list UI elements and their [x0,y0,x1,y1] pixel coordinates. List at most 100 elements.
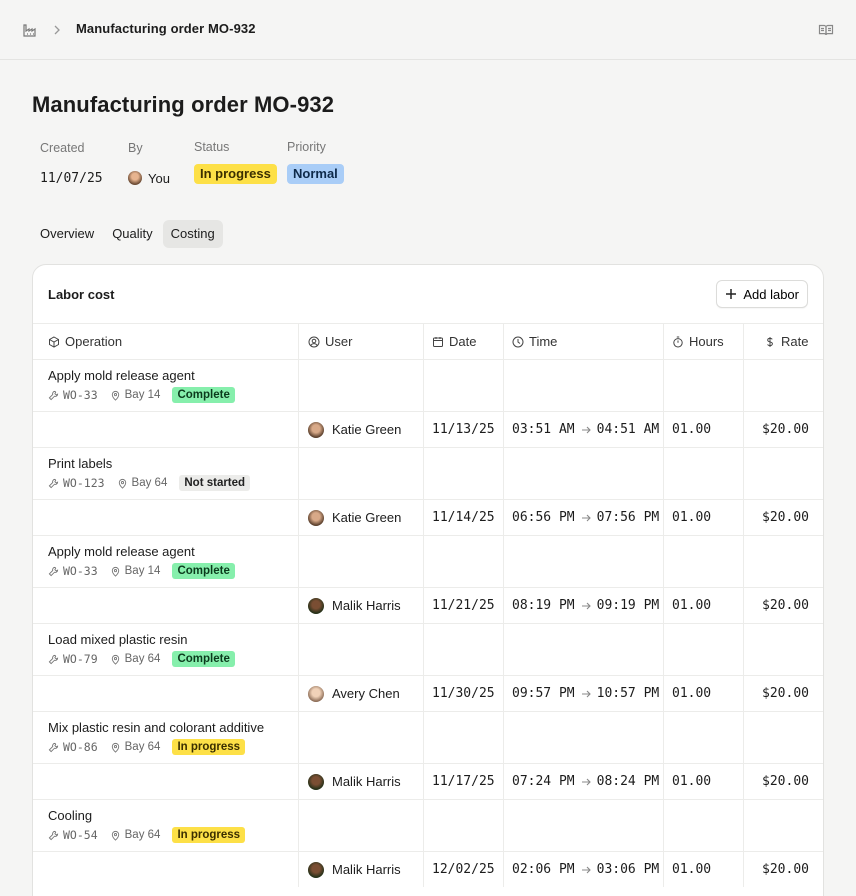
end-time: 03:06 PM [596,862,660,877]
labor-date: 11/17/25 [432,774,495,789]
labor-table: Operation User Date Time Hours Rate Appl… [33,323,823,887]
created-label: Created [40,141,85,155]
status-label: Status [194,140,230,154]
status-badge: Complete [172,563,235,579]
tab-costing[interactable]: Costing [162,220,223,248]
tab-quality[interactable]: Quality [112,226,153,241]
tab-overview[interactable]: Overview [40,226,95,241]
add-labor-label: Add labor [743,286,799,302]
clock-icon [512,336,524,347]
bay-label: Bay 14 [124,565,161,577]
labor-date: 11/30/25 [432,686,495,701]
meta-by: By You [128,140,170,188]
end-time: 09:19 PM [596,598,660,613]
col-hours[interactable]: Hours [672,334,724,349]
bay-label: Bay 64 [124,741,161,753]
col-user[interactable]: User [308,334,352,349]
hours-value: 01.00 [672,598,712,613]
rate-value: $20.00 [762,598,809,613]
tab-bar: Overview Quality Costing [32,220,223,248]
col-time[interactable]: Time [512,334,557,349]
rate-value: $20.00 [762,862,809,877]
map-pin-icon [111,566,119,577]
user-name: Avery Chen [332,686,400,701]
table-row[interactable]: Apply mold release agent WO-33 Bay 14 Compl… [33,359,823,411]
user-name: Malik Harris [332,774,401,789]
start-time: 02:06 PM [512,862,575,877]
avatar [128,171,142,185]
status-badge[interactable]: In progress [194,164,277,184]
work-order-id: WO-123 [63,476,105,490]
labor-date: 11/21/25 [432,598,495,613]
priority-badge[interactable]: Normal [287,164,344,184]
wrench-icon [48,742,59,752]
stopwatch-icon [673,336,683,347]
labor-cost-card: Labor cost Add labor Operation User Date… [32,264,824,896]
work-order-id: WO-33 [63,388,98,402]
start-time: 06:56 PM [512,510,575,525]
page-title: Manufacturing order MO-932 [32,92,335,117]
status-badge: Complete [172,387,235,403]
table-row[interactable]: Mix plastic resin and colorant additive W… [33,711,823,763]
bay-label: Bay 14 [124,389,161,401]
table-header: Operation User Date Time Hours Rate [33,323,823,359]
arrow-right-icon [581,514,591,521]
table-row[interactable]: Malik Harris 11/21/25 08:19 PM 09:19 PM 01.0… [33,587,823,623]
work-order-id: WO-33 [63,564,98,578]
start-time: 08:19 PM [512,598,575,613]
hours-value: 01.00 [672,862,712,877]
col-rate[interactable]: Rate [764,334,808,349]
rate-value: $20.00 [762,686,809,701]
operation-name: Cooling [48,808,93,823]
meta-priority: Priority Normal [287,140,344,184]
dollar-icon [767,336,773,347]
labor-date: 11/13/25 [432,422,495,437]
labor-date: 12/02/25 [432,862,495,877]
labor-cost-title: Labor cost [48,287,115,302]
col-operation[interactable]: Operation [48,334,122,349]
breadcrumb-title: Manufacturing order MO-932 [76,21,256,36]
avatar [308,861,324,878]
status-badge: In progress [172,739,246,755]
hours-value: 01.00 [672,422,712,437]
work-order-id: WO-86 [63,740,98,754]
arrow-right-icon [581,690,591,697]
avatar [308,685,324,702]
user-circle-icon [308,336,320,347]
top-bar: Manufacturing order MO-932 [0,0,856,60]
map-pin-icon [111,654,119,665]
end-time: 10:57 PM [596,686,660,701]
map-pin-icon [118,478,126,489]
add-labor-button[interactable]: Add labor [716,280,808,308]
status-badge: Not started [179,475,251,491]
rate-value: $20.00 [762,774,809,789]
table-row[interactable]: Katie Green 11/13/25 03:51 AM 04:51 AM 01.00… [33,411,823,447]
table-row[interactable]: Katie Green 11/14/25 06:56 PM 07:56 PM 01.00… [33,499,823,535]
arrow-right-icon [581,866,591,873]
wrench-icon [48,566,59,576]
avatar [308,773,324,790]
table-row[interactable]: Print labels WO-123 Bay 64 Not started [33,447,823,499]
table-row[interactable]: Avery Chen 11/30/25 09:57 PM 10:57 PM 01.00 $… [33,675,823,711]
user-name: Malik Harris [332,598,401,613]
table-row[interactable]: Malik Harris 12/02/25 02:06 PM 03:06 PM 01.0… [33,851,823,887]
table-row[interactable]: Load mixed plastic resin WO-79 Bay 64 Compl… [33,623,823,675]
col-date[interactable]: Date [432,334,476,349]
table-row[interactable]: Cooling WO-54 Bay 64 In progress [33,799,823,851]
user-name: Katie Green [332,510,402,525]
by-value: You [128,168,170,188]
meta-status: Status In progress [194,140,277,184]
meta-created: Created 11/07/25 [40,140,103,188]
bay-label: Bay 64 [131,477,168,489]
wrench-icon [48,478,59,488]
table-row[interactable]: Apply mold release agent WO-33 Bay 14 Compl… [33,535,823,587]
operation-name: Load mixed plastic resin [48,632,188,647]
avatar [308,421,324,438]
labor-date: 11/14/25 [432,510,495,525]
bay-label: Bay 64 [124,829,161,841]
arrow-right-icon [581,778,591,785]
by-user-name: You [148,170,170,186]
book-open-icon[interactable] [818,22,834,38]
table-row[interactable]: Malik Harris 11/17/25 07:24 PM 08:24 PM 01.0… [33,763,823,799]
factory-icon[interactable] [22,22,38,38]
